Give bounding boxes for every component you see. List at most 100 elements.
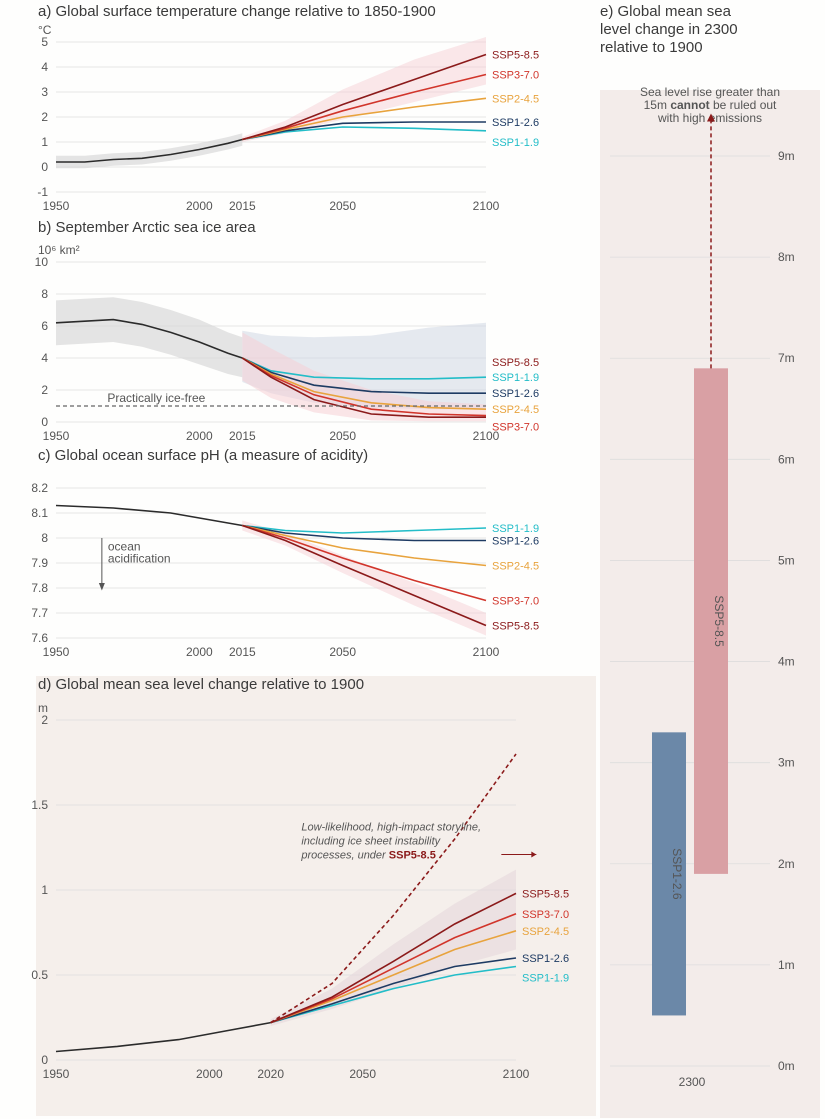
acid-label: acidification [108,552,171,566]
label-ssp245: SSP2-4.5 [522,926,569,938]
panel-e-caption: Sea level rise greater than [640,85,780,99]
ytick-label: 7.8 [31,581,48,595]
ytick-label: 1.5 [31,798,48,812]
hist-line [56,506,242,526]
ytick-label: 1m [778,958,795,972]
label-ssp119: SSP1-1.9 [492,523,539,535]
ytick-label: 2 [41,110,48,124]
xtick-label: 2000 [196,1067,223,1081]
xtick-label: 2000 [186,429,213,443]
label-ssp585: SSP5-8.5 [492,50,539,62]
panel-d-note: including ice sheet instability [301,836,441,848]
panel-a: a) Global surface temperature change rel… [37,3,539,213]
ytick-label: 2 [41,713,48,727]
xtick-label: 1950 [43,645,70,659]
ytick-label: 4 [41,60,48,74]
ytick-label: 7.6 [31,631,48,645]
ytick-label: 7m [778,351,795,365]
xtick-label: 2050 [329,199,356,213]
label-ssp370: SSP3-7.0 [492,422,539,434]
xtick-label: 2100 [503,1067,530,1081]
panel-e-xlabel: 2300 [679,1075,706,1089]
proj-band [242,37,486,142]
ytick-label: 4m [778,655,795,669]
label-ssp370: SSP3-7.0 [492,70,539,82]
label-ssp585: SSP5-8.5 [492,621,539,633]
bar-label-ssp585: SSP5-8.5 [712,595,726,647]
xtick-label: 1950 [43,429,70,443]
hist-band [56,297,242,377]
ytick-label: 8.2 [31,481,48,495]
label-ssp119: SSP1-1.9 [522,973,569,985]
xtick-label: 2050 [329,645,356,659]
ytick-label: 8.1 [31,506,48,520]
ytick-label: 2 [41,383,48,397]
panel-e-title: level change in 2300 [600,21,738,38]
ytick-label: 0 [41,1053,48,1067]
label-ssp370: SSP3-7.0 [492,596,539,608]
ytick-label: 8 [41,287,48,301]
label-ssp245: SSP2-4.5 [492,404,539,416]
panel-c-title: c) Global ocean surface pH (a measure of… [38,447,368,464]
panel-c: c) Global ocean surface pH (a measure of… [31,447,539,659]
xtick-label: 2100 [473,645,500,659]
xtick-label: 2000 [186,199,213,213]
label-ssp585: SSP5-8.5 [522,888,569,900]
label-ssp245: SSP2-4.5 [492,93,539,105]
ytick-label: 6 [41,319,48,333]
ytick-label: 1 [41,883,48,897]
xtick-label: 2015 [229,199,256,213]
ytick-label: 5m [778,553,795,567]
panel-b-title: b) September Arctic sea ice area [38,219,256,236]
ice-free-label: Practically ice-free [107,391,205,405]
acid-arrowhead [99,583,105,591]
panel-d-title: d) Global mean sea level change relative… [38,676,364,693]
label-ssp245: SSP2-4.5 [492,561,539,573]
ytick-label: 1 [41,135,48,149]
xtick-label: 2050 [349,1067,376,1081]
hist-band [56,133,242,168]
label-ssp119: SSP1-1.9 [492,137,539,149]
ytick-label: 4 [41,351,48,365]
ytick-label: 7.7 [31,606,48,620]
label-ssp585: SSP5-8.5 [492,357,539,369]
panel-b: b) September Arctic sea ice area10⁶ km²0… [35,219,539,443]
panel-a-title: a) Global surface temperature change rel… [38,3,436,20]
xtick-label: 2015 [229,645,256,659]
panel-e-title: relative to 1900 [600,39,703,56]
panel-d-note: processes, under SSP5-8.5 [300,850,436,862]
xtick-label: 1950 [43,1067,70,1081]
ytick-label: 10 [35,255,49,269]
ytick-label: 6m [778,452,795,466]
ytick-label: 7.9 [31,556,48,570]
panel-e-caption: 15m cannot be ruled out [644,98,777,112]
xtick-label: 2000 [186,645,213,659]
xtick-label: 2100 [473,199,500,213]
bar-label-ssp126: SSP1-2.6 [670,848,684,900]
ytick-label: 2m [778,857,795,871]
panel-d-note: Low-likelihood, high-impact storyline, [301,822,481,834]
climate-projections-figure: a) Global surface temperature change rel… [0,0,825,1119]
ytick-label: 9m [778,149,795,163]
ytick-label: 8 [41,531,48,545]
ytick-label: -1 [37,185,48,199]
ytick-label: 0 [41,415,48,429]
xtick-label: 2050 [329,429,356,443]
label-ssp126: SSP1-2.6 [492,388,539,400]
ytick-label: 0m [778,1059,795,1073]
label-ssp126: SSP1-2.6 [492,536,539,548]
xtick-label: 1950 [43,199,70,213]
ytick-label: 3m [778,756,795,770]
ytick-label: 3 [41,85,48,99]
label-ssp126: SSP1-2.6 [522,953,569,965]
label-ssp370: SSP3-7.0 [522,909,569,921]
ytick-label: 0 [41,160,48,174]
xtick-label: 2020 [257,1067,284,1081]
panel-e-title: e) Global mean sea [600,3,732,20]
ytick-label: 0.5 [31,968,48,982]
label-ssp126: SSP1-2.6 [492,117,539,129]
ytick-label: 8m [778,250,795,264]
label-ssp119: SSP1-1.9 [492,372,539,384]
ytick-label: 5 [41,35,48,49]
xtick-label: 2015 [229,429,256,443]
